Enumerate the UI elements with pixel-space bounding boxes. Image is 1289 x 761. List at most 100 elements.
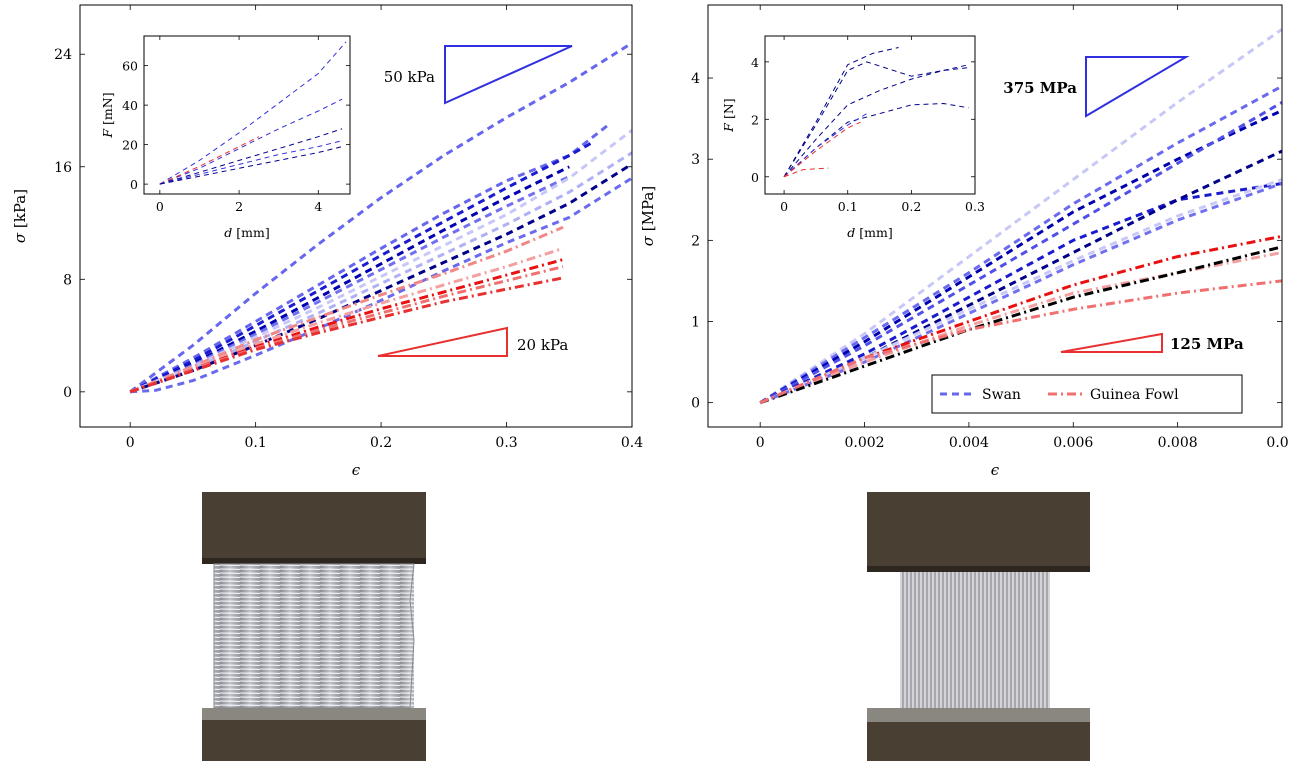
specimen-photo-guinea-fowl bbox=[867, 492, 1090, 761]
x-tick-label: 4 bbox=[314, 199, 322, 214]
series-line-4 bbox=[129, 175, 570, 394]
series-group bbox=[159, 41, 347, 185]
y-tick-label: 4 bbox=[751, 55, 759, 70]
slope-triangle-0 bbox=[1085, 56, 1190, 118]
x-tick-label: 0.2 bbox=[901, 199, 921, 214]
y-tick-label: 24 bbox=[54, 47, 72, 63]
legend: Swan Guinea Fowl bbox=[931, 374, 1243, 414]
series-group bbox=[759, 28, 1282, 405]
series-line-0 bbox=[783, 47, 899, 178]
x-tick-label: 0.1 bbox=[245, 435, 267, 451]
y-tick-label: 20 bbox=[122, 138, 138, 153]
y-tick-label: 0 bbox=[751, 170, 759, 185]
series-line-5 bbox=[759, 149, 1282, 405]
x-axis-label: ϵ bbox=[352, 461, 361, 479]
x-tick-label: 0.1 bbox=[838, 199, 858, 214]
series-line-4 bbox=[759, 182, 1282, 405]
x-tick-label: 0 bbox=[780, 199, 788, 214]
series-group bbox=[783, 47, 969, 178]
x-tick-label: 0.2 bbox=[370, 435, 392, 451]
series-group bbox=[129, 41, 632, 394]
x-tick-label: 0 bbox=[126, 435, 135, 451]
series-line-13 bbox=[129, 276, 564, 394]
series-line-9 bbox=[129, 225, 564, 394]
x-tick-label: 0.006 bbox=[1053, 435, 1093, 451]
y-axis-label: σ [kPa] bbox=[11, 189, 29, 243]
series-line-10 bbox=[129, 246, 564, 394]
x-tick-label: 0.3 bbox=[495, 435, 517, 451]
right-main-panel: 0 0.002 0.004 0.006 0.008 0.01 0 1 2 3 4 ϵ σ [MPa] 37… bbox=[639, 4, 1289, 479]
y-tick-label: 0 bbox=[63, 385, 72, 401]
axes-frame bbox=[143, 35, 351, 195]
slope-annotation-1: 20 kPa bbox=[517, 336, 568, 354]
series-line-3 bbox=[783, 103, 969, 178]
x-tick-label: 0 bbox=[756, 435, 765, 451]
series-line-3 bbox=[759, 101, 1282, 405]
series-line-6 bbox=[783, 167, 829, 178]
legend-label-1: Guinea Fowl bbox=[1090, 387, 1179, 403]
slope-annotation-0: 50 kPa bbox=[384, 68, 435, 86]
x-tick-label: 0.004 bbox=[949, 435, 989, 451]
y-tick-label: 16 bbox=[54, 160, 72, 176]
x-axis-label: d [mm] bbox=[224, 225, 269, 240]
legend-box bbox=[931, 374, 1243, 414]
inset-background bbox=[144, 36, 350, 194]
series-line-1 bbox=[159, 98, 343, 185]
y-tick-label: 0 bbox=[130, 177, 138, 192]
series-line-5 bbox=[783, 121, 861, 178]
right-inset-panel: 0 0.1 0.2 0.3 0 2 4 d [mm] F [N] bbox=[721, 35, 985, 240]
x-tick-label: 0.002 bbox=[844, 435, 884, 451]
series-line-7 bbox=[759, 182, 1282, 405]
y-tick-label: 4 bbox=[691, 71, 700, 87]
axes-frame bbox=[79, 4, 633, 428]
y-tick-label: 3 bbox=[691, 152, 700, 168]
x-tick-label: 2 bbox=[235, 199, 243, 214]
series-line-7 bbox=[129, 162, 632, 394]
slope-annotation-0: 375 MPa bbox=[1003, 79, 1077, 97]
y-axis-label: F [N] bbox=[721, 98, 736, 132]
y-tick-label: 0 bbox=[691, 396, 700, 412]
series-line-11 bbox=[129, 258, 564, 394]
y-tick-label: 1 bbox=[691, 315, 700, 331]
series-line-1 bbox=[759, 84, 1282, 404]
y-tick-label: 40 bbox=[122, 98, 138, 113]
series-line-4 bbox=[783, 113, 868, 178]
series-line-2 bbox=[159, 136, 260, 185]
x-tick-label: 0.008 bbox=[1158, 435, 1198, 451]
x-tick-label: 0.4 bbox=[621, 435, 643, 451]
series-line-1 bbox=[783, 61, 969, 178]
x-tick-label: 0.01 bbox=[1266, 435, 1289, 451]
x-axis-label: ϵ bbox=[991, 461, 1000, 479]
series-line-2 bbox=[759, 109, 1282, 404]
y-axis-label: F [mN] bbox=[100, 92, 115, 138]
series-line-3 bbox=[159, 128, 343, 185]
y-axis-label: σ [MPa] bbox=[639, 186, 657, 246]
y-tick-label: 60 bbox=[122, 59, 138, 74]
series-line-11 bbox=[759, 279, 1282, 405]
specimen-photo-swan bbox=[202, 492, 426, 761]
series-line-0 bbox=[159, 41, 347, 185]
series-line-3 bbox=[129, 165, 570, 394]
axes-frame bbox=[707, 4, 1283, 428]
series-line-2 bbox=[783, 64, 969, 178]
y-tick-label: 8 bbox=[63, 272, 72, 288]
series-line-8 bbox=[759, 234, 1282, 405]
x-tick-label: 0.3 bbox=[965, 199, 985, 214]
series-line-4 bbox=[159, 140, 343, 185]
slope-triangle-1 bbox=[377, 326, 508, 357]
series-line-5 bbox=[159, 146, 343, 185]
inset-background bbox=[765, 36, 975, 194]
x-axis-label: d [mm] bbox=[847, 225, 892, 240]
series-line-1 bbox=[129, 124, 608, 394]
y-tick-label: 2 bbox=[751, 112, 759, 127]
axes-frame bbox=[764, 35, 976, 195]
y-tick-label: 2 bbox=[691, 233, 700, 249]
x-tick-label: 0 bbox=[156, 199, 164, 214]
legend-label-0: Swan bbox=[982, 387, 1021, 403]
slope-triangle-1 bbox=[1060, 332, 1163, 353]
slope-annotation-1: 125 MPa bbox=[1170, 335, 1244, 353]
slope-triangle-0 bbox=[444, 45, 573, 105]
